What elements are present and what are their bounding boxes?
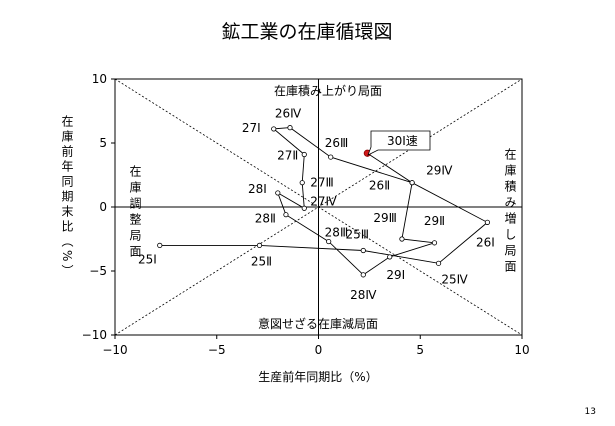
x-tick-label: −10: [102, 343, 127, 357]
data-point-label: 26Ⅰ: [476, 235, 495, 249]
data-point: [484, 219, 491, 225]
phase-label-bottom: 意図せざる在庫減局面: [258, 316, 378, 331]
data-point: [301, 151, 307, 158]
data-point: [409, 180, 415, 186]
data-point-label: 26Ⅳ: [275, 107, 301, 121]
y-tick-label: −5: [89, 264, 107, 278]
data-point-label: 28Ⅳ: [350, 288, 376, 302]
callout-box: 30Ⅰ速: [367, 130, 431, 156]
x-tick-label: −5: [208, 343, 226, 357]
data-point: [360, 247, 366, 254]
callout-text: 30Ⅰ速: [387, 134, 418, 148]
data-point: [435, 260, 442, 266]
data-point-label: 29Ⅳ: [426, 164, 452, 178]
data-point-label: 27Ⅰ: [242, 121, 261, 135]
chart-title: 鉱工業の在庫循環図: [221, 21, 392, 43]
data-point-label: 29Ⅱ: [424, 214, 445, 228]
data-point: [360, 272, 366, 278]
data-point-group: [157, 125, 491, 278]
data-point-label: 25Ⅱ: [251, 254, 272, 268]
data-point-label: 28Ⅲ: [325, 226, 349, 240]
page-number: 13: [585, 407, 596, 417]
data-point: [301, 205, 307, 211]
data-point: [157, 242, 163, 248]
data-point: [275, 190, 281, 196]
data-point-label: 27Ⅲ: [310, 176, 334, 190]
data-point: [387, 254, 393, 260]
data-point: [271, 126, 277, 132]
data-point: [287, 125, 293, 131]
data-point-label: 27Ⅱ: [277, 149, 298, 163]
phase-label-right: 在庫積み増し局面: [503, 148, 517, 276]
data-point-label: 29Ⅰ: [386, 268, 405, 282]
x-tick-label: 0: [315, 343, 323, 357]
y-tick-label: 10: [92, 72, 107, 86]
phase-label-left: 在庫調整局面: [128, 165, 142, 261]
x-axis-label: 生産前年同期比（%）: [258, 369, 377, 384]
x-tick-label: 10: [514, 343, 529, 357]
data-point-label: 28Ⅱ: [255, 212, 276, 226]
data-point: [283, 212, 289, 218]
data-point-label: 25Ⅳ: [441, 272, 467, 286]
data-point: [431, 240, 438, 246]
y-tick-label: 5: [99, 136, 107, 150]
y-tick-label: −10: [82, 328, 107, 342]
phase-label-top: 在庫積み上がり局面: [274, 83, 382, 98]
data-point: [326, 238, 332, 245]
data-point: [299, 180, 305, 186]
data-point-label: 28Ⅰ: [248, 182, 267, 196]
data-point: [399, 236, 405, 242]
data-point: [256, 242, 263, 248]
data-point: [328, 154, 334, 160]
y-axis-label: 在庫前年同期末比（%）: [60, 115, 74, 280]
data-point-label: 26Ⅱ: [369, 179, 390, 193]
data-point-label: 26Ⅲ: [325, 136, 349, 150]
data-point-label: 25Ⅰ: [138, 252, 157, 266]
y-tick-label: 0: [99, 200, 107, 214]
x-tick-label: 5: [416, 343, 424, 357]
y-tick-group: 10 5 0 −5 −10: [82, 72, 115, 342]
data-label-group: 25Ⅰ 25Ⅱ 25Ⅲ 25Ⅳ 26Ⅰ 26Ⅱ 26Ⅲ 26Ⅳ 27Ⅰ 27Ⅱ 27Ⅲ 27Ⅳ 28Ⅰ 2…: [138, 107, 495, 302]
x-tick-group: −10 −5 0 5 10: [102, 335, 530, 357]
data-point-label: 27Ⅳ: [310, 194, 336, 208]
data-point-label: 29Ⅲ: [373, 211, 397, 225]
data-point-label: 25Ⅲ: [345, 228, 369, 242]
